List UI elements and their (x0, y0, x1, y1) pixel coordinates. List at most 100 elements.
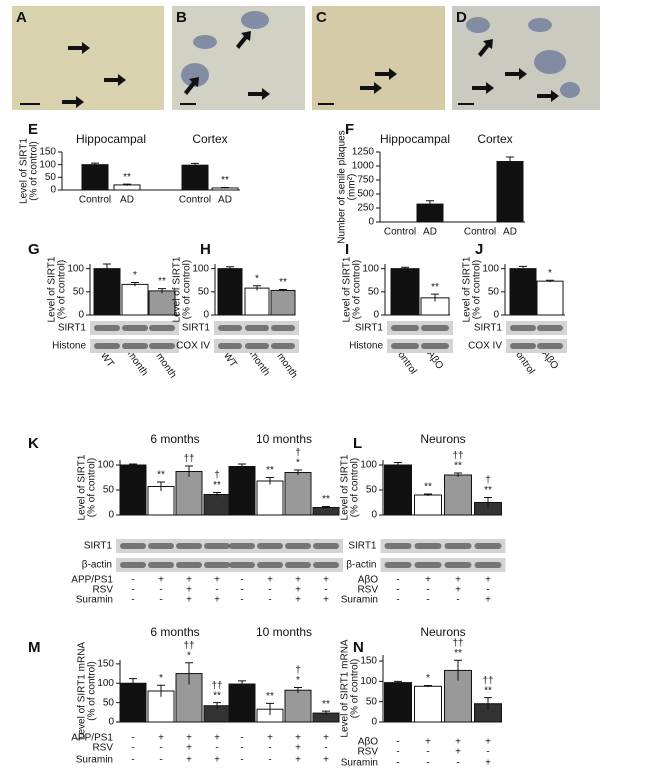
condition-sign: - (426, 747, 429, 758)
condition-sign: - (426, 595, 429, 606)
micrograph-images (12, 6, 600, 110)
significance-label: ** (213, 690, 221, 701)
x-tick-label: AD (423, 227, 437, 238)
y-tick-label: 250 (357, 203, 374, 214)
bar (444, 474, 472, 516)
y-axis-label: (% of control) (472, 260, 483, 319)
condition-sign: - (240, 743, 243, 754)
blot-band (229, 562, 255, 568)
significance-label: * (159, 673, 163, 684)
significance-label: †† (452, 451, 463, 462)
y-tick-label: 100 (362, 263, 379, 274)
condition-sign: + (295, 733, 301, 744)
condition-sign: - (324, 743, 327, 754)
panel-label: J (475, 241, 483, 258)
significance-label: †† (482, 675, 493, 686)
blot-band (444, 543, 472, 549)
error-bar (123, 183, 131, 186)
y-tick-label: 0 (78, 310, 84, 321)
stain-spots (181, 11, 580, 98)
blot-band (537, 343, 563, 349)
error-bar (129, 463, 137, 466)
y-tick-label: 750 (357, 175, 374, 186)
blot-strip (506, 321, 567, 335)
y-tick-label: 100 (360, 460, 377, 471)
condition-sign: - (131, 575, 134, 586)
significance-label: * (133, 270, 137, 281)
significance-label: †† (452, 638, 463, 649)
condition-label: AβO (358, 575, 378, 586)
significance-label: ** (266, 465, 274, 476)
blot-band (421, 325, 449, 331)
condition-sign: - (396, 595, 399, 606)
condition-sign: + (295, 743, 301, 754)
blot-band (444, 562, 472, 568)
condition-sign: - (240, 755, 243, 766)
significance-label: † (214, 470, 220, 481)
bar (284, 472, 312, 516)
group-title: Cortex (192, 132, 227, 146)
x-tick-label: AD (120, 195, 134, 206)
error-bar (103, 263, 111, 274)
condition-sign: + (485, 575, 491, 586)
group-title: Hippocampal (380, 132, 450, 146)
y-tick-label: 150 (97, 659, 114, 670)
x-tick-label: AD (503, 227, 517, 238)
bar (119, 682, 147, 723)
y-tick-label: 0 (373, 310, 379, 321)
condition-sign: + (267, 575, 273, 586)
condition-label: Suramin (341, 758, 378, 769)
condition-sign: - (426, 758, 429, 769)
bar (414, 685, 442, 723)
condition-label: RSV (357, 747, 378, 758)
condition-sign: + (186, 755, 192, 766)
micrograph (12, 6, 164, 110)
error-bar (454, 472, 462, 477)
y-axis-label: Level of SIRT1 (19, 138, 30, 204)
y-tick-label: 0 (371, 510, 377, 521)
condition-label: RSV (357, 585, 378, 596)
bar (256, 480, 284, 516)
significance-label: * (296, 675, 300, 686)
condition-label: APP/PS1 (71, 575, 113, 586)
condition-sign: + (485, 595, 491, 606)
y-tick-label: 150 (360, 656, 377, 667)
significance-label: † (295, 665, 301, 676)
bar (536, 280, 564, 316)
condition-sign: - (131, 733, 134, 744)
significance-label: * (255, 273, 259, 284)
error-bar (294, 687, 302, 693)
error-bar (424, 493, 432, 496)
significance-label: ** (431, 282, 439, 293)
error-bar (253, 285, 261, 291)
condition-sign: - (159, 755, 162, 766)
bar (228, 466, 256, 516)
blot-label: Histone (349, 341, 383, 352)
condition-sign: - (131, 755, 134, 766)
blot-label: SIRT1 (348, 541, 377, 552)
bar (270, 289, 296, 316)
blot-band (391, 325, 419, 331)
blot-band (474, 543, 502, 549)
bar (148, 290, 176, 316)
condition-sign: - (396, 575, 399, 586)
condition-sign: - (268, 595, 271, 606)
significance-label: † (485, 475, 491, 486)
blot-band (204, 562, 230, 568)
blot-strip (387, 321, 453, 335)
bar (228, 683, 256, 723)
condition-sign: - (396, 585, 399, 596)
blot-band (120, 543, 146, 549)
y-axis-label: Level of SIRT1 mRNA (77, 642, 88, 741)
y-tick-label: 0 (203, 310, 209, 321)
condition-sign: + (295, 755, 301, 766)
error-bar (401, 266, 409, 271)
y-tick-label: 50 (103, 697, 115, 708)
y-tick-label: 50 (488, 286, 500, 297)
error-bar (129, 678, 137, 688)
significance-label: * (548, 268, 552, 279)
blot-band (148, 543, 174, 549)
condition-sign: + (323, 733, 329, 744)
blot-band (510, 325, 536, 331)
